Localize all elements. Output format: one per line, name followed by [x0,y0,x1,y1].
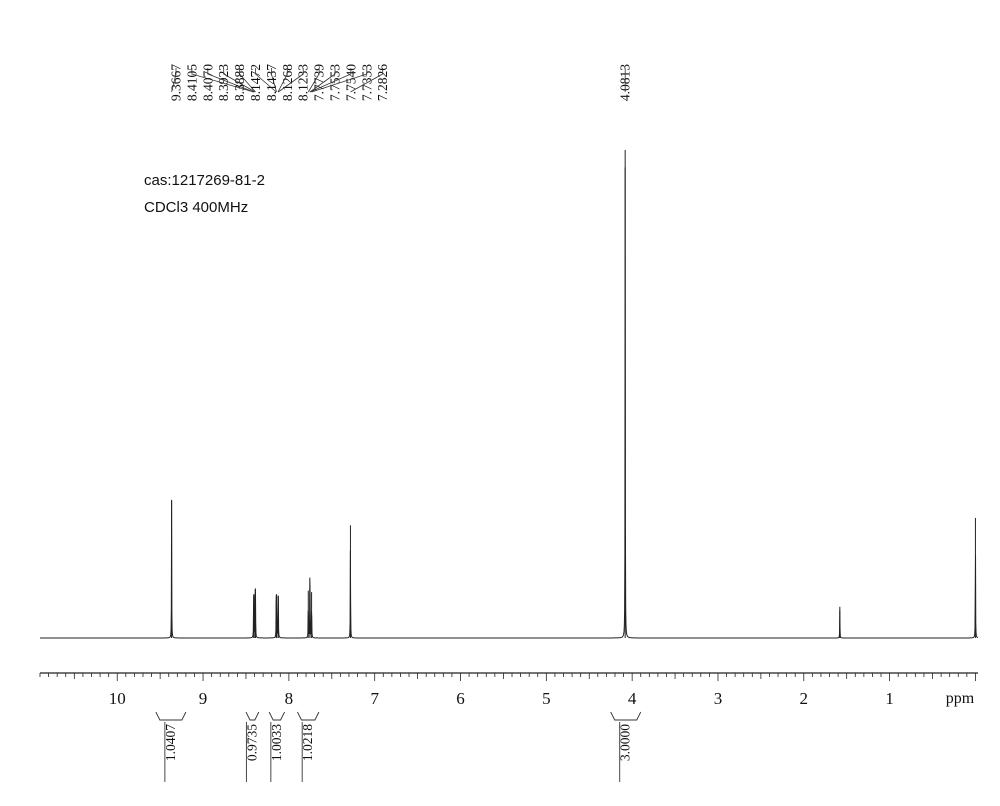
spectrum-group [40,150,979,639]
integral-bracket-0 [155,711,187,721]
integral-bracket-3 [297,711,320,721]
peak-label-7: 8.1268 [280,64,295,101]
peak-label-lead-0 [171,68,177,93]
peak-label-lead-3 [223,68,256,93]
integral-value-4: 3.0000 [618,724,633,761]
tick-label-7: 7 [370,689,379,708]
peak-label-6: 8.1437 [264,64,279,101]
peak-label-lead-8 [278,68,304,93]
tick-label-3: 3 [714,689,723,708]
peak-label-lead-13 [350,68,384,93]
peak-label-lead-12 [311,68,368,93]
peak-label-4: 8.3888 [232,64,247,101]
integral-value-0: 1.0407 [163,724,178,761]
peak-label-3: 8.3923 [216,64,231,101]
peak-label-lead-5 [255,68,277,93]
peak-label-1: 8.4105 [184,64,199,101]
peak-label-8: 8.1233 [296,64,311,101]
peak-label-lead-9 [307,68,320,93]
peak-labels-group: 9.3667 8.4105 8.4070 8.3923 8.3888 8.1472 8.14… [169,64,633,101]
peak-label-0: 9.3667 [169,64,184,101]
peak-label-lead-1 [191,68,254,93]
peak-label-lead-10 [309,68,336,93]
cas-annotation: cas:1217269-81-2 [144,172,265,189]
tick-label-1: 1 [885,689,894,708]
peak-label-13: 7.2826 [375,64,390,101]
tick-label-9: 9 [199,689,208,708]
peak-label-11: 7.7540 [343,64,358,101]
tick-label-8: 8 [285,689,294,708]
peak-label-lead-4 [239,68,256,93]
integrals-group: 1.0407 0.9735 1.0033 1.0218 3.0000 [155,711,642,782]
peak-label-lead-7 [277,68,288,93]
tick-label-4: 4 [628,689,637,708]
solvent-annotation: CDCl3 400MHz [144,199,248,216]
integral-bracket-2 [268,711,285,721]
peak-label-2: 8.4070 [200,64,215,101]
peak-label-5: 8.1472 [248,64,263,101]
integral-bracket-4 [610,711,642,721]
integral-value-2: 1.0033 [269,724,284,761]
peak-label-lead-6 [270,68,277,93]
x-axis-label: ppm [946,690,975,707]
peak-label-10: 7.7553 [328,64,343,101]
integral-value-1: 0.9735 [244,724,259,761]
tick-label-2: 2 [800,689,809,708]
peak-label-lead-11 [309,68,352,93]
tick-label-10: 10 [109,689,126,708]
peak-label-lead-2 [207,68,255,93]
peak-label-9: 7.7739 [312,64,327,101]
tick-label-6: 6 [456,689,465,708]
spectrum-trace [40,167,979,639]
integral-bracket-1 [245,711,260,721]
integral-value-3: 1.0218 [300,724,315,761]
tick-label-5: 5 [542,689,551,708]
x-axis-group: 10 9 8 7 6 5 4 3 2 1 ppm [39,672,978,708]
